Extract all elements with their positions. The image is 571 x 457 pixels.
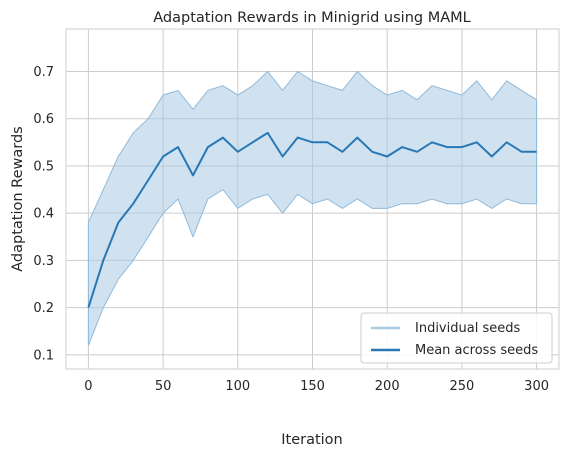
x-tick-label: 150 <box>300 379 325 394</box>
y-tick-label: 0.7 <box>33 65 54 80</box>
legend: Individual seeds Mean across seeds <box>360 312 553 364</box>
y-tick-labels: 0.1 0.2 0.3 0.4 0.5 0.6 0.7 <box>33 65 54 363</box>
y-axis-title: Adaptation Rewards <box>10 126 26 271</box>
x-tick-label: 50 <box>155 379 172 394</box>
x-tick-label: 200 <box>375 379 400 394</box>
mean-line-group <box>87 131 537 308</box>
x-tick-label: 0 <box>84 379 92 394</box>
x-axis-title: Iteration <box>281 432 343 448</box>
legend-label-individual-seeds: Individual seeds <box>415 321 520 336</box>
y-tick-label: 0.4 <box>33 207 54 222</box>
chart-title: Adaptation Rewards in Minigrid using MAM… <box>153 10 470 26</box>
x-tick-labels: 0 50 100 150 200 250 300 <box>84 379 549 394</box>
individual-seeds-band <box>87 70 538 346</box>
x-tick-label: 100 <box>225 379 250 394</box>
y-tick-label: 0.5 <box>33 159 54 174</box>
plot-frame <box>65 28 560 370</box>
individual-seeds-area <box>87 70 538 346</box>
y-tick-label: 0.1 <box>33 348 54 363</box>
x-tick-label: 300 <box>524 379 549 394</box>
y-tick-label: 0.6 <box>33 112 54 127</box>
legend-box <box>360 312 553 364</box>
x-tick-label: 250 <box>449 379 474 394</box>
y-tick-label: 0.2 <box>33 301 54 316</box>
legend-label-mean-across-seeds: Mean across seeds <box>415 343 538 358</box>
mean-across-seeds-line <box>87 131 537 308</box>
y-tick-label: 0.3 <box>33 254 54 269</box>
